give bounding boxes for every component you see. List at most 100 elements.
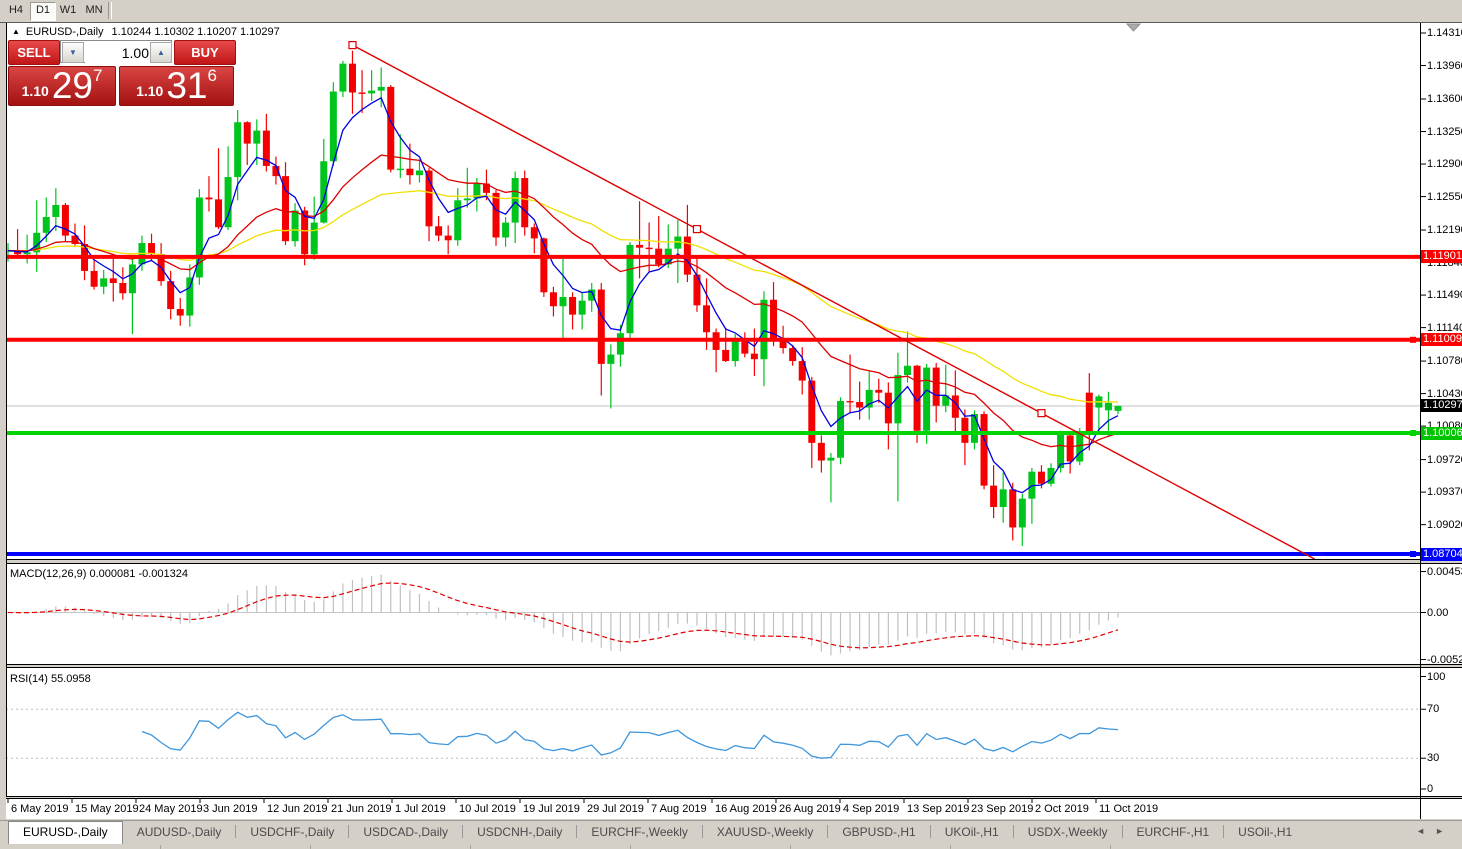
sell-button[interactable]: SELL	[8, 40, 60, 65]
timeframe-button-mn[interactable]: MN	[85, 4, 103, 16]
candle-body	[903, 365, 911, 376]
candle-body	[511, 177, 519, 223]
volume-box: ▼ ▲	[60, 40, 172, 63]
descending-trendline[interactable]	[352, 44, 1315, 560]
candle-body	[1037, 471, 1045, 484]
date-axis-label: 3 Jun 2019	[203, 803, 258, 815]
price-axis-tick-label: 1.11140	[1427, 321, 1462, 334]
chart-tab-eurusd-daily[interactable]: EURUSD-,Daily	[8, 821, 123, 844]
candle-body	[722, 349, 730, 362]
candle-body	[262, 130, 270, 166]
volume-input[interactable]	[85, 42, 151, 63]
price-axis-tick-label: 1.13250	[1427, 125, 1462, 138]
candle-body	[770, 299, 778, 340]
date-axis-label: 15 May 2019	[75, 803, 139, 815]
candle-body	[607, 354, 615, 364]
rsi-line	[141, 711, 1119, 759]
strip-separator	[790, 845, 791, 849]
panel-divider[interactable]	[0, 796, 1462, 799]
date-axis-label: 26 Aug 2019	[779, 803, 841, 815]
tab-separator	[701, 825, 703, 839]
buy-button[interactable]: BUY	[174, 40, 236, 65]
tab-separator	[827, 825, 829, 839]
tab-scroll-arrows[interactable]: ◄►	[1416, 826, 1454, 836]
candle-body	[425, 170, 433, 227]
candle-body	[559, 296, 567, 307]
chart-tab-usdx-weekly[interactable]: USDX-,Weekly	[1027, 825, 1108, 839]
trendline-anchor-marker[interactable]	[1037, 409, 1046, 418]
timeframe-button-w1[interactable]: W1	[59, 4, 77, 16]
sell-price-prefix: 1.10	[21, 83, 49, 99]
chart-tab-usdcnh-daily[interactable]: USDCNH-,Daily	[477, 825, 563, 839]
sell-price-big: 29	[51, 65, 93, 106]
timeframe-button-h4[interactable]: H4	[8, 4, 24, 16]
candle-body	[128, 264, 136, 294]
chart-tab-ukoil-h1[interactable]: UKOil-,H1	[944, 825, 999, 839]
chart-tab-gbpusd-h1[interactable]: GBPUSD-,H1	[842, 825, 916, 839]
date-axis-label: 13 Sep 2019	[907, 803, 970, 815]
price-badge-1.10297: 1.10297	[1421, 399, 1462, 413]
candle-body	[1114, 405, 1122, 411]
candle-body	[1057, 433, 1065, 468]
chart-tab-usdchf-daily[interactable]: USDCHF-,Daily	[250, 825, 335, 839]
hline-anchor-marker[interactable]	[1410, 430, 1416, 437]
buy-price-prefix: 1.10	[136, 83, 164, 99]
candle-body	[33, 232, 41, 253]
strip-separator	[160, 845, 161, 849]
candle-body	[865, 389, 873, 408]
candle-body	[741, 340, 749, 354]
candle-body	[215, 199, 223, 228]
candle-body	[148, 243, 156, 255]
rsi-axis-label: 70	[1427, 703, 1440, 716]
panel-divider[interactable]	[0, 664, 1462, 668]
timeframe-button-d1[interactable]: D1	[30, 2, 56, 21]
chart-tab-eurchf-h1[interactable]: EURCHF-,H1	[1136, 825, 1210, 839]
price-axis-tick-label: 1.12190	[1427, 224, 1462, 237]
sell-price-display[interactable]: 1.10 29 7	[8, 66, 116, 106]
candle-body	[894, 375, 902, 424]
price-axis-tick-label: 1.14310	[1427, 27, 1462, 39]
chart-tab-usoil-h1[interactable]: USOil-,H1	[1238, 825, 1293, 839]
buy-price-sup: 6	[207, 66, 217, 85]
candle-body	[234, 122, 242, 178]
chart-shift-marker-icon[interactable]	[1125, 23, 1142, 32]
rsi-indicator-label: RSI(14) 55.0958	[10, 673, 91, 685]
candle-body	[875, 389, 883, 393]
chart-tab-eurchf-weekly[interactable]: EURCHF-,Weekly	[591, 825, 688, 839]
date-axis[interactable]: 6 May 2019 15 May 2019 24 May 2019 3 Jun 20…	[0, 803, 1420, 819]
candle-body	[999, 489, 1007, 507]
candle-body	[358, 92, 366, 94]
candle-body	[961, 417, 969, 443]
chart-tab-xauusd-weekly[interactable]: XAUUSD-,Weekly	[716, 825, 814, 839]
collapse-triangle-icon[interactable]: ▲	[12, 27, 20, 36]
hline-anchor-marker[interactable]	[1410, 336, 1416, 343]
buy-price-display[interactable]: 1.10 31 6	[119, 66, 234, 106]
panel-divider[interactable]	[0, 560, 1462, 563]
macd-axis-label: 0.00	[1427, 606, 1449, 619]
candle-body	[1009, 489, 1017, 528]
date-axis-label: 16 Aug 2019	[715, 803, 777, 815]
chart-tab-usdcad-daily[interactable]: USDCAD-,Daily	[363, 825, 449, 839]
date-axis-label: 29 Jul 2019	[587, 803, 644, 815]
chart-tab-audusd-daily[interactable]: AUDUSD-,Daily	[136, 825, 222, 839]
candle-body	[71, 235, 79, 244]
volume-increase-button[interactable]: ▲	[150, 42, 172, 63]
chart-symbol-label: EURUSD-,Daily	[25, 26, 104, 38]
trendline-anchor-marker[interactable]	[348, 40, 357, 50]
price-axis-tick-label: 1.13600	[1427, 92, 1462, 105]
date-axis-label: 4 Sep 2019	[843, 803, 900, 815]
volume-decrease-button[interactable]: ▼	[62, 42, 84, 63]
candle-body	[90, 270, 98, 287]
candle-body	[990, 485, 998, 507]
candle-body	[224, 177, 232, 228]
date-axis-label: 2 Oct 2019	[1035, 803, 1089, 815]
tab-separator	[576, 825, 578, 839]
trendline-anchor-marker[interactable]	[692, 225, 702, 234]
candle-body	[703, 305, 711, 333]
candle-body	[377, 86, 385, 91]
macd-histogram	[16, 574, 1119, 656]
candle-body	[731, 340, 739, 362]
hline-anchor-marker[interactable]	[1410, 551, 1416, 558]
